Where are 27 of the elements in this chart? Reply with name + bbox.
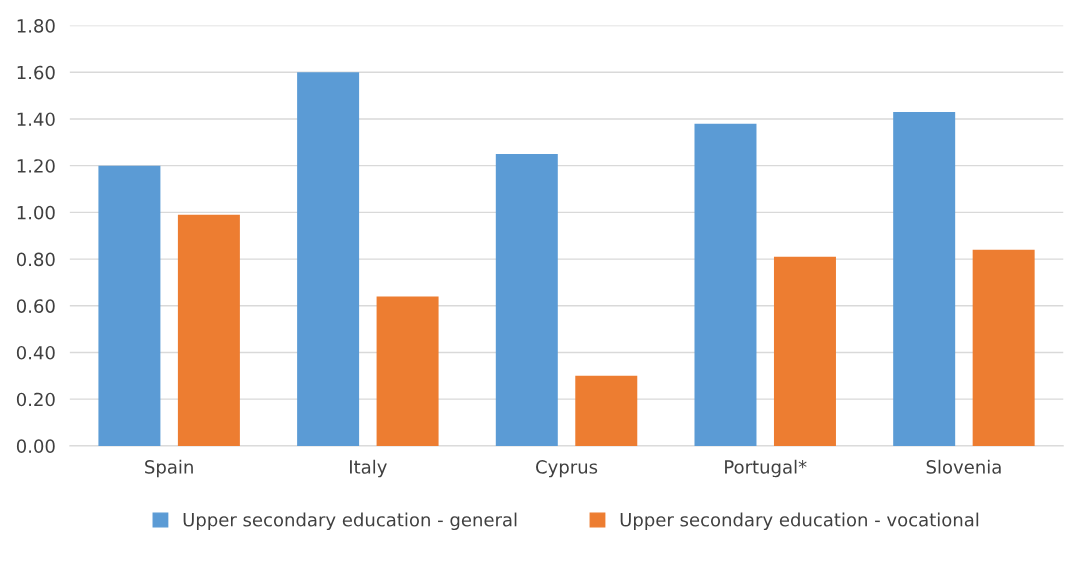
x-tick-label: Spain <box>145 459 193 478</box>
x-tick-label: Slovenia <box>926 459 1001 474</box>
y-tick-label: 0.80 <box>16 252 55 267</box>
y-tick-label: 0.40 <box>16 345 55 360</box>
bar <box>575 375 638 446</box>
y-tick-label: 0.60 <box>16 299 55 313</box>
bar <box>495 153 558 446</box>
bar <box>177 214 240 446</box>
bar <box>376 296 439 446</box>
y-tick-label: 0.20 <box>16 392 55 407</box>
bar <box>694 123 757 446</box>
x-tick-label: Italy <box>350 459 387 478</box>
y-tick-label: 0.00 <box>16 439 55 453</box>
y-tick-label: 1.20 <box>17 159 55 173</box>
legend-label: Upper secondary education - general <box>183 512 517 531</box>
y-tick-label: 1.00 <box>17 205 55 220</box>
legend-label: Upper secondary education - vocational <box>620 512 979 531</box>
y-tick-label: 1.40 <box>17 112 55 127</box>
bar <box>773 256 836 446</box>
bar <box>972 249 1035 446</box>
x-tick-label: Cyprus <box>536 460 598 478</box>
x-tick-label: Portugal* <box>725 459 807 478</box>
bar <box>893 111 956 446</box>
y-tick-label: 1.80 <box>17 19 55 33</box>
y-tick-label: 1.60 <box>17 65 55 80</box>
bar <box>98 165 161 446</box>
bar <box>297 72 360 446</box>
